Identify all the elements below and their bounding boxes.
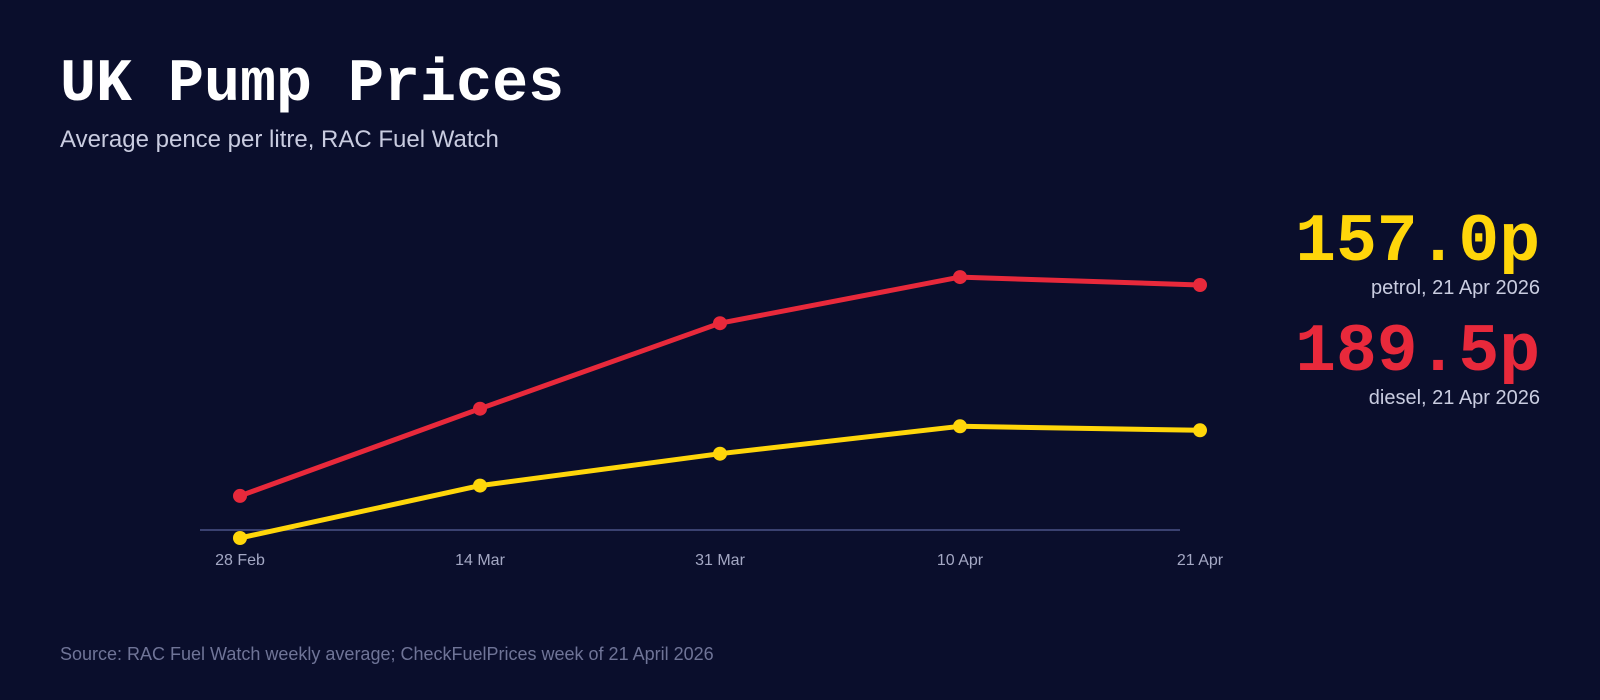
diesel-callout: 189.5p diesel, 21 Apr 2026 bbox=[1295, 314, 1540, 410]
petrol-data-point bbox=[233, 531, 247, 545]
diesel-latest-price: 189.5p bbox=[1295, 314, 1540, 391]
x-tick-label: 10 Apr bbox=[937, 552, 984, 569]
petrol-callout: 157.0p petrol, 21 Apr 2026 bbox=[1295, 204, 1540, 300]
petrol-callout-caption: petrol, 21 Apr 2026 bbox=[1370, 277, 1540, 299]
petrol-data-point bbox=[953, 419, 967, 434]
petrol-data-point bbox=[473, 478, 487, 493]
x-tick-labels: 28 Feb 14 Mar 31 Mar 10 Apr 21 Apr bbox=[215, 552, 1224, 569]
diesel-data-point bbox=[473, 401, 487, 416]
diesel-data-point bbox=[233, 488, 247, 503]
diesel-data-point bbox=[713, 316, 727, 331]
page-title: UK Pump Prices bbox=[60, 51, 565, 119]
diesel-series-line bbox=[237, 274, 1203, 499]
source-note: Source: RAC Fuel Watch weekly average; C… bbox=[60, 644, 714, 664]
x-tick-label: 14 Mar bbox=[455, 552, 505, 569]
line-chart: 28 Feb 14 Mar 31 Mar 10 Apr 21 Apr bbox=[200, 270, 1224, 569]
petrol-data-point bbox=[1193, 423, 1207, 438]
page-subtitle: Average pence per litre, RAC Fuel Watch bbox=[60, 126, 499, 153]
petrol-data-point bbox=[713, 446, 727, 461]
x-tick-label: 31 Mar bbox=[695, 552, 745, 569]
diesel-data-point bbox=[953, 270, 967, 285]
x-tick-label: 21 Apr bbox=[1177, 552, 1224, 569]
diesel-callout-caption: diesel, 21 Apr 2026 bbox=[1368, 387, 1540, 409]
petrol-latest-price: 157.0p bbox=[1295, 204, 1540, 281]
series-layer bbox=[233, 270, 1207, 545]
x-tick-label: 28 Feb bbox=[215, 552, 265, 569]
diesel-data-point bbox=[1193, 278, 1207, 292]
